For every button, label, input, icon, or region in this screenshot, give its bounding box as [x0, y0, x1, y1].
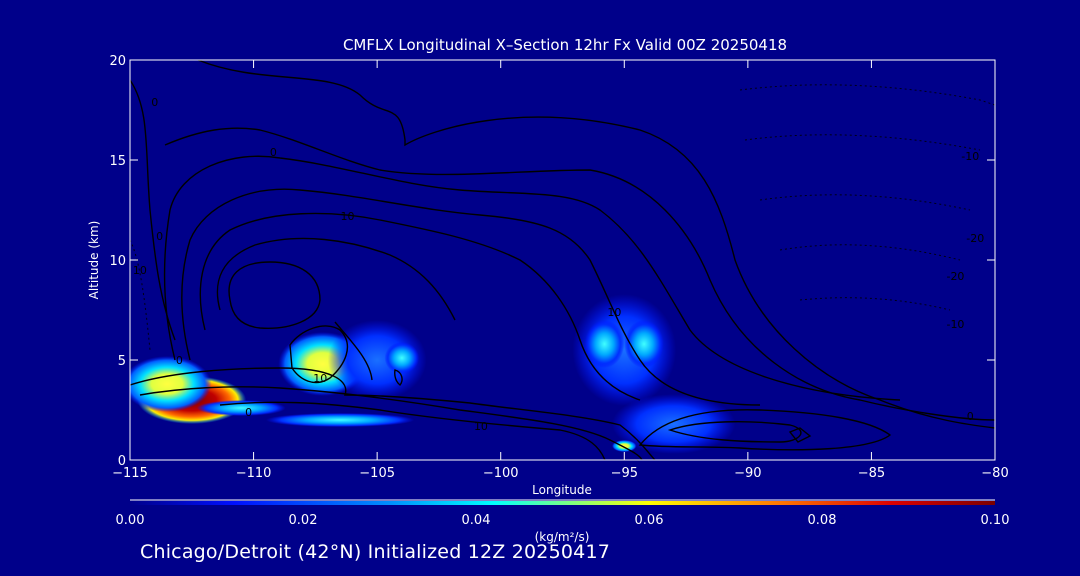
flux-cell-6	[196, 400, 286, 416]
y-tick-label: 0	[118, 454, 126, 469]
x-axis: −115 −110 −105 −100 −95 −90 −85 −80	[112, 60, 1009, 481]
contour-line	[197, 60, 995, 429]
contour-label-5: 10	[340, 210, 354, 223]
flux-cell-1	[130, 356, 212, 412]
colorbar-tick-label: 0.06	[635, 513, 664, 528]
contour-label-12: -20	[946, 270, 964, 283]
colorbar-tick-label: 0.00	[116, 513, 145, 528]
x-tick-label: −100	[483, 466, 519, 481]
contour-label-13: -10	[946, 318, 964, 331]
x-tick-label: −115	[112, 466, 148, 481]
negative-contours	[130, 84, 995, 351]
contour-line	[759, 194, 971, 211]
y-tick-label: 5	[118, 354, 126, 369]
contour-label-6: 10	[313, 372, 327, 385]
contour-line	[289, 325, 349, 384]
x-axis-label: Longitude	[532, 483, 592, 497]
contour-line	[334, 321, 373, 381]
contour-line	[139, 386, 643, 460]
contour-line	[394, 369, 403, 386]
contour-label-2: 0	[270, 146, 277, 159]
x-tick-label: −105	[359, 466, 395, 481]
colorbar	[130, 501, 995, 505]
x-tick-label: −110	[236, 466, 272, 481]
contour-lines	[130, 60, 995, 460]
contour-label-0: 0	[176, 354, 183, 367]
contour-label-9: 10	[133, 264, 147, 277]
y-axis-label: Altitude (km)	[87, 221, 101, 300]
contour-line	[788, 427, 812, 443]
contour-label-10: -10	[961, 150, 979, 163]
contour-label-4: 0	[156, 230, 163, 243]
contour-label-1: 0	[245, 406, 252, 419]
contour-line	[181, 188, 761, 406]
contour-line	[219, 401, 606, 460]
x-tick-label: −90	[734, 466, 761, 481]
colorbar-label: (kg/m²/s)	[535, 530, 590, 544]
colorbar-tick-label: 0.10	[981, 513, 1010, 528]
x-tick-label: −80	[981, 466, 1008, 481]
contour-label-14: 0	[967, 410, 974, 423]
x-tick-label: −95	[611, 466, 638, 481]
contour-label-11: -20	[966, 232, 984, 245]
contour-line	[163, 155, 901, 401]
contour-label-8: 10	[474, 420, 488, 433]
y-tick-label: 15	[109, 154, 126, 169]
colorbar-ticks: 0.00 0.02 0.04 0.06 0.08 0.10	[116, 513, 1010, 528]
contour-line	[130, 367, 656, 460]
contour-line	[744, 134, 981, 151]
contour-line	[779, 244, 961, 261]
contour-label-3: 0	[151, 96, 158, 109]
colorbar-tick-label: 0.08	[808, 513, 837, 528]
flux-cell-5	[265, 413, 415, 427]
contour-labels: 0 0 0 0 0 10 10 10 10 10 -10 -20 -20 -10 0	[133, 96, 984, 433]
flux-field	[130, 294, 736, 454]
contour-line	[799, 297, 951, 311]
contour-line	[216, 237, 456, 321]
flux-cell-8	[584, 320, 625, 368]
colorbar-tick-label: 0.04	[462, 513, 491, 528]
contour-line	[130, 239, 151, 351]
contour-line	[228, 261, 321, 329]
plot-area	[130, 60, 995, 460]
y-axis: 0 5 10 15 20	[109, 54, 995, 469]
chart-title: CMFLX Longitudinal X–Section 12hr Fx Val…	[343, 36, 787, 54]
contour-label-7: 10	[607, 306, 621, 319]
contour-line	[638, 409, 892, 451]
footer-caption: Chicago/Detroit (42°N) Initialized 12Z 2…	[140, 541, 611, 563]
contour-line	[130, 79, 176, 341]
flux-cell-11	[611, 394, 736, 454]
y-tick-label: 10	[109, 254, 126, 269]
colorbar-tick-label: 0.02	[289, 513, 318, 528]
y-tick-label: 20	[109, 54, 126, 69]
contour-line	[164, 127, 995, 421]
flux-cell-4	[384, 342, 420, 374]
contour-line	[199, 212, 641, 401]
x-tick-label: −85	[858, 466, 885, 481]
contour-line	[667, 421, 802, 443]
flux-cell-9	[624, 320, 664, 368]
